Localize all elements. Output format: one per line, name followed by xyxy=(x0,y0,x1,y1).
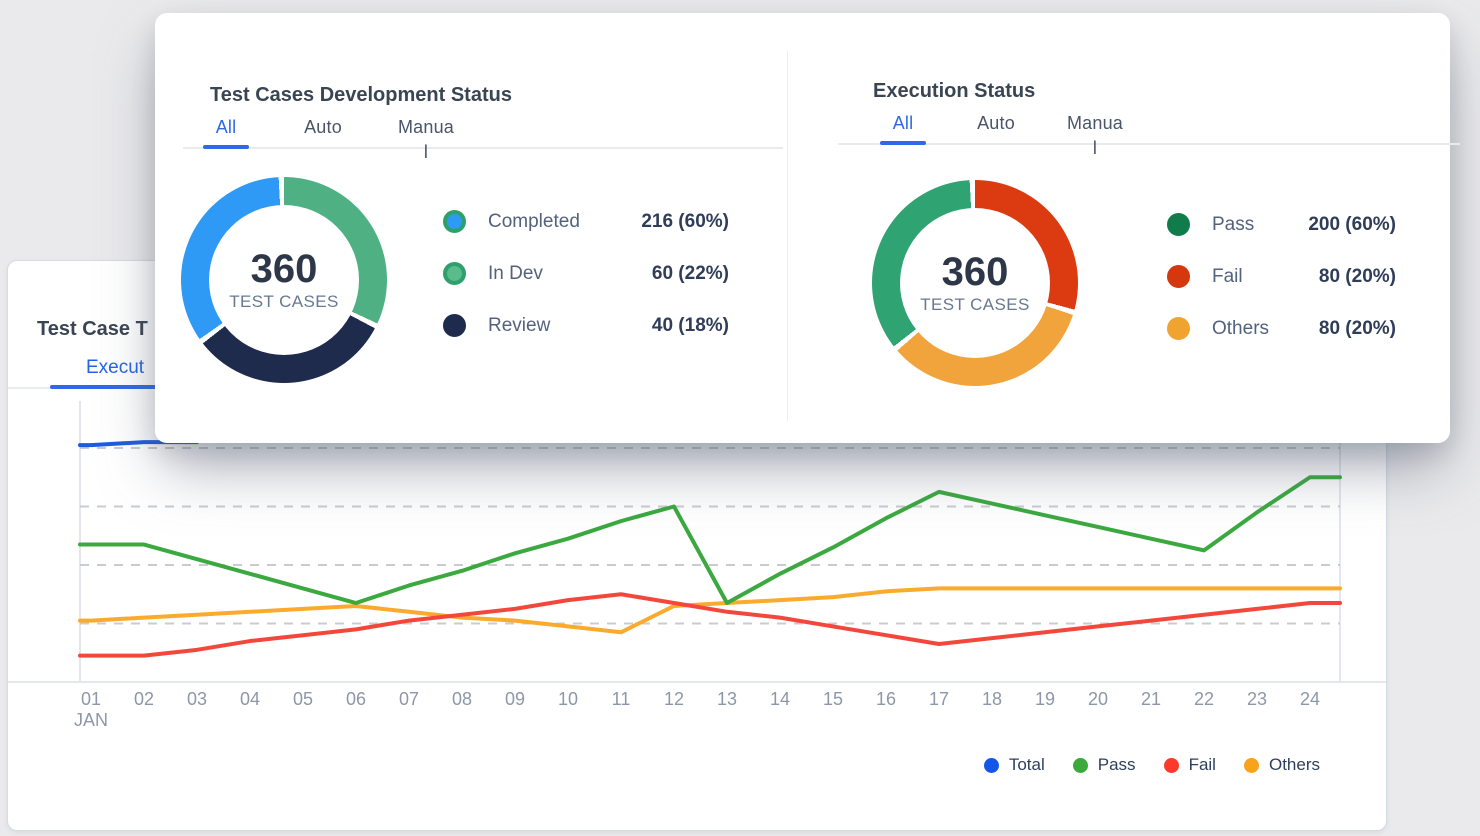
legend-label: Completed xyxy=(488,210,580,232)
review-dot-icon xyxy=(443,314,466,337)
dev-status-title: Test Cases Development Status xyxy=(210,83,512,106)
x-axis-label: 02 xyxy=(133,689,155,709)
trend-legend-item-fail[interactable]: Fail xyxy=(1163,755,1216,775)
execution-status-panel: Execution Status All Auto Manual 360 TES… xyxy=(787,13,1460,443)
month-label: JAN xyxy=(73,710,108,730)
trend-legend-item-total[interactable]: Total xyxy=(983,755,1045,775)
x-axis-label: 18 xyxy=(981,689,1003,709)
x-axis-label: 22 xyxy=(1193,689,1215,709)
x-axis-label: 17 xyxy=(928,689,950,709)
tab-execution-underline xyxy=(50,385,170,389)
x-axis-label: 12 xyxy=(663,689,685,709)
x-axis-label: 06 xyxy=(345,689,367,709)
legend-value: 200 (60%) xyxy=(1308,213,1396,235)
legend-label: Review xyxy=(488,314,551,336)
legend-row-in-dev: In Dev 60 (22%) xyxy=(443,262,729,285)
exec-donut-center: 360 TEST CASES xyxy=(872,180,1078,386)
card-vertical-divider xyxy=(787,51,788,421)
x-axis-label: 01 JAN xyxy=(69,689,113,731)
execution-status-tabbar: All Auto Manual xyxy=(838,101,1460,158)
tab-execution[interactable]: Execut xyxy=(86,357,145,378)
legend-label: Others xyxy=(1212,317,1270,339)
legend-value: 80 (20%) xyxy=(1318,317,1396,339)
x-axis-label: 24 xyxy=(1299,689,1321,709)
x-axis-label: 19 xyxy=(1034,689,1056,709)
dev-donut-legend: Completed 216 (60%) In Dev 60 (22%) Revi… xyxy=(443,210,729,366)
legend-value: 80 (20%) xyxy=(1318,265,1396,287)
legend-row-fail: Fail 80 (20%) xyxy=(1167,265,1396,288)
dev-tab-manual[interactable]: Manual xyxy=(397,117,455,162)
exec-donut-sublabel: TEST CASES xyxy=(920,294,1030,314)
total-legend-dot-icon xyxy=(983,757,999,773)
x-axis-label: 07 xyxy=(398,689,420,709)
x-axis-label: 08 xyxy=(451,689,473,709)
others-legend-dot-icon xyxy=(1243,757,1259,773)
execution-status-title: Execution Status xyxy=(873,79,1036,102)
dev-tab-all[interactable]: All xyxy=(203,105,249,149)
in-dev-dot-icon xyxy=(443,262,466,285)
pass-legend-dot-icon xyxy=(1072,757,1088,773)
dev-tab-auto[interactable]: Auto xyxy=(304,117,342,137)
x-axis-label: 03 xyxy=(186,689,208,709)
x-axis-labels: 01 JAN 02 03 04 05 06 07 08 09 10 11 12 13 14 15 16 17 18 1… xyxy=(8,689,1386,739)
x-axis-label: 04 xyxy=(239,689,261,709)
legend-value: 40 (18%) xyxy=(651,314,729,336)
trend-legend-item-others[interactable]: Others xyxy=(1243,755,1320,775)
trend-chart-legend: Total Pass Fail Others xyxy=(983,755,1320,775)
x-axis-label: 10 xyxy=(557,689,579,709)
legend-row-review: Review 40 (18%) xyxy=(443,314,729,337)
exec-donut-total: 360 xyxy=(941,249,1009,294)
legend-row-pass: Pass 200 (60%) xyxy=(1167,213,1396,236)
legend-value: 216 (60%) xyxy=(641,210,729,232)
legend-label: Fail xyxy=(1212,265,1243,287)
trend-legend-label: Total xyxy=(1008,755,1045,774)
legend-value: 60 (22%) xyxy=(651,262,729,284)
trend-legend-label: Fail xyxy=(1188,755,1216,774)
trend-legend-label: Pass xyxy=(1097,755,1136,774)
legend-row-completed: Completed 216 (60%) xyxy=(443,210,729,233)
status-overlay-card: Test Cases Development Status All Auto M… xyxy=(155,13,1460,443)
dev-status-panel: Test Cases Development Status All Auto M… xyxy=(155,13,787,443)
fail-legend-dot-icon xyxy=(1163,757,1179,773)
fail-dot-icon xyxy=(1167,265,1190,288)
exec-tab-auto[interactable]: Auto xyxy=(977,113,1015,133)
pass-dot-icon xyxy=(1167,213,1190,236)
trend-card-title: Test Case T xyxy=(37,317,148,340)
x-axis-label: 21 xyxy=(1140,689,1162,709)
line-others xyxy=(78,586,1342,635)
exec-tab-all[interactable]: All xyxy=(880,101,926,145)
legend-row-others: Others 80 (20%) xyxy=(1167,317,1396,340)
line-pass xyxy=(78,475,1342,606)
exec-donut-legend: Pass 200 (60%) Fail 80 (20%) Others 80 (… xyxy=(1167,213,1396,369)
trend-legend-label: Others xyxy=(1268,755,1320,774)
dev-donut-center: 360 TEST CASES xyxy=(181,177,387,383)
exec-tab-manual[interactable]: Manual xyxy=(1066,113,1124,158)
trend-line-chart xyxy=(8,401,1386,683)
dev-donut-total: 360 xyxy=(250,246,318,291)
x-axis-label: 11 xyxy=(611,689,631,709)
x-axis-label: 20 xyxy=(1087,689,1109,709)
x-axis-label: 23 xyxy=(1246,689,1268,709)
dev-status-donut-chart: 360 TEST CASES xyxy=(181,177,387,383)
execution-status-donut-chart: 360 TEST CASES xyxy=(872,180,1078,386)
others-dot-icon xyxy=(1167,317,1190,340)
dev-donut-sublabel: TEST CASES xyxy=(229,291,339,311)
x-axis-label: 05 xyxy=(292,689,314,709)
trend-legend-item-pass[interactable]: Pass xyxy=(1072,755,1136,775)
x-axis-label: 16 xyxy=(875,689,897,709)
legend-label: Pass xyxy=(1212,213,1255,235)
x-axis-label: 15 xyxy=(822,689,844,709)
x-axis-label: 14 xyxy=(769,689,791,709)
x-axis-label: 13 xyxy=(716,689,738,709)
completed-dot-icon xyxy=(443,210,466,233)
legend-label: In Dev xyxy=(488,262,543,284)
line-fail xyxy=(78,592,1342,658)
x-axis-label: 09 xyxy=(504,689,526,709)
dev-status-tabbar: All Auto Manual xyxy=(183,105,783,162)
